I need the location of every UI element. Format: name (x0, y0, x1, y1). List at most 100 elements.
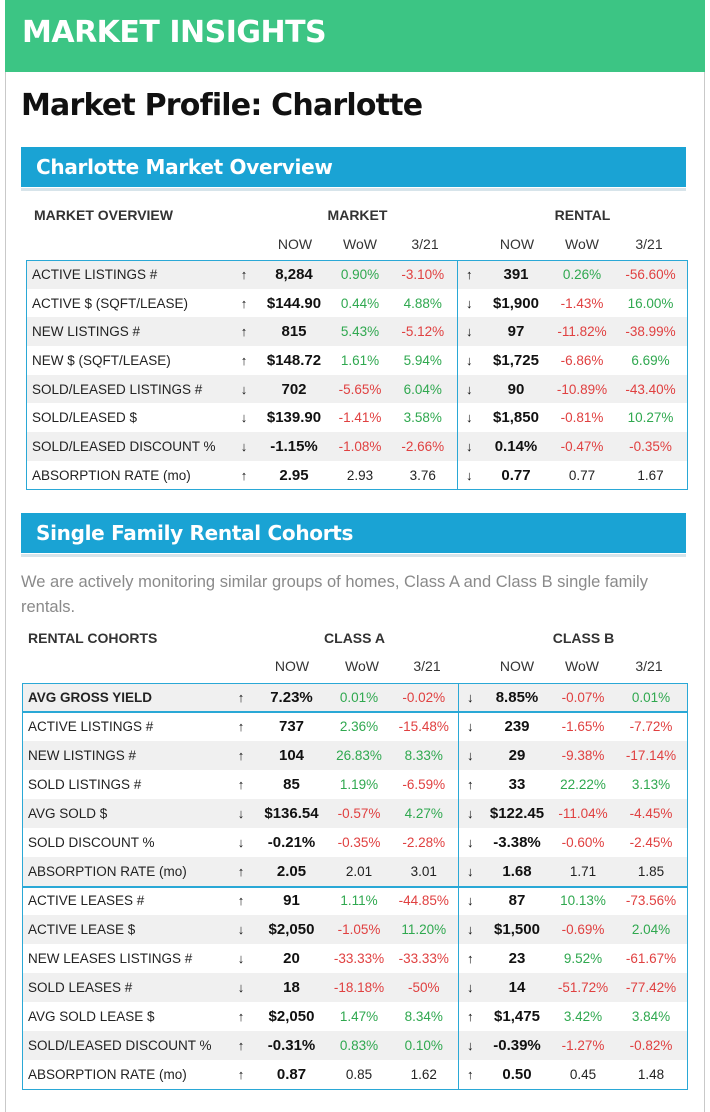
trend-arrow-icon: ↓ (457, 683, 482, 712)
value-wow: -1.27% (552, 1031, 614, 1060)
value-wow: -0.69% (552, 915, 614, 944)
trend-arrow-icon: ↑ (227, 857, 255, 886)
value-since-3-21: 1.85 (614, 857, 688, 886)
trend-arrow-icon: ↑ (237, 719, 245, 734)
overview-col-wow-a: WoW (343, 236, 377, 252)
table-row: SOLD/LEASED DISCOUNT % ↑ -0.31% 0.83% 0.10% ↓… (22, 1031, 688, 1060)
value-now: $122.45 (482, 799, 552, 828)
value-since-3-21: -56.60% (613, 260, 688, 289)
value-now: $2,050 (255, 915, 328, 944)
overview-group-rental: RENTAL (554, 207, 611, 223)
table-row: NEW LISTINGS # ↑ 815 5.43% -5.12% ↓ 97 -11.82% -… (26, 317, 688, 347)
value-wow: -10.89% (551, 374, 613, 404)
overview-col-now-a: NOW (277, 236, 313, 252)
value-now: 391 (481, 260, 551, 289)
value-wow: 0.83% (328, 1031, 390, 1060)
value-wow: -1.08% (331, 432, 389, 461)
value-now: 702 (257, 374, 331, 404)
value-since-3-21: -2.28% (402, 835, 446, 850)
value-wow: -11.82% (551, 317, 613, 347)
value-now: 91 (283, 892, 300, 909)
value-since-3-21: -5.12% (389, 317, 457, 347)
value-now: -1.15% (257, 432, 331, 461)
trend-arrow-icon: ↑ (231, 317, 257, 347)
value-now: 97 (481, 317, 551, 347)
overview-table-title: MARKET OVERVIEW (34, 207, 173, 223)
value-wow: -0.47% (551, 432, 613, 461)
trend-arrow-icon: ↑ (457, 770, 482, 799)
row-label: SOLD LISTINGS # (28, 777, 142, 792)
value-now: $1,725 (493, 351, 539, 369)
table-row: ABSORPTION RATE (mo) ↑ 2.95 2.93 3.76 ↓ 0.77 0.… (26, 460, 688, 490)
trend-arrow-icon: ↑ (457, 1002, 482, 1031)
trend-arrow-icon: ↑ (237, 893, 245, 908)
value-now: 7.23% (255, 683, 328, 712)
overview-col-321-a: 3/21 (411, 236, 439, 252)
table-row: NEW LEASES LISTINGS # ↓ 20 -33.33% -33.33% ↑ 2… (22, 944, 688, 973)
trend-arrow-icon: ↓ (457, 915, 482, 944)
value-since-3-21: 0.10% (390, 1031, 458, 1060)
row-label: AVG GROSS YIELD (22, 683, 227, 712)
cohorts-intro: We are actively monitoring similar group… (21, 573, 648, 616)
value-since-3-21: 11.20% (390, 915, 458, 944)
value-now: $136.54 (255, 799, 328, 828)
row-label: ACTIVE LEASE $ (22, 915, 227, 944)
value-since-3-21: 5.94% (403, 352, 442, 368)
table-row: NEW $ (SQFT/LEASE) ↑ $148.72 1.61% 5.94% ↓ $1,… (26, 346, 688, 375)
trend-arrow-icon: ↓ (227, 799, 255, 828)
value-since-3-21: 16.00% (627, 295, 674, 311)
table-row: AVG SOLD $ ↓ $136.54 -0.57% 4.27% ↓ $122.45 -11… (22, 799, 688, 828)
value-wow: -0.60% (561, 835, 605, 850)
value-since-3-21: -3.10% (389, 260, 457, 289)
value-since-3-21: 3.13% (631, 777, 671, 792)
value-wow: -9.38% (552, 741, 614, 770)
trend-arrow-icon: ↓ (457, 741, 482, 770)
value-wow: 1.61% (340, 352, 380, 368)
trend-arrow-icon: ↓ (456, 374, 481, 404)
cohorts-table: AVG GROSS YIELD ↑ 7.23% 0.01% -0.02% ↓ 8.85% -0… (22, 683, 688, 1089)
value-since-3-21: 1.67 (637, 467, 664, 483)
trend-arrow-icon: ↑ (227, 741, 255, 770)
value-since-3-21: -0.35% (613, 432, 688, 461)
value-now: 104 (255, 741, 328, 770)
value-wow: 0.85 (345, 1067, 373, 1082)
value-now: $1,900 (493, 294, 539, 312)
value-wow: 1.11% (340, 893, 378, 908)
value-now: 0.50 (502, 1066, 532, 1083)
trend-arrow-icon: ↑ (237, 1067, 245, 1082)
value-since-3-21: 3.58% (403, 410, 442, 426)
value-since-3-21: 2.04% (614, 915, 688, 944)
value-since-3-21: 10.27% (627, 410, 674, 426)
row-label: ACTIVE $ (SQFT/LEASE) (32, 295, 189, 311)
value-since-3-21: -2.45% (629, 835, 673, 850)
row-label: SOLD/LEASED $ (32, 410, 138, 426)
value-wow: 0.90% (331, 260, 389, 289)
trend-arrow-icon: ↑ (237, 777, 245, 792)
cohorts-table-title: RENTAL COHORTS (28, 630, 158, 646)
table-row: AVG GROSS YIELD ↑ 7.23% 0.01% -0.02% ↓ 8.85% -0… (22, 683, 688, 712)
table-row: ACTIVE LISTINGS # ↑ 737 2.36% -15.48% ↓ 239 -1.… (22, 712, 688, 741)
value-now: 0.14% (481, 432, 551, 461)
value-now: 737 (278, 718, 305, 735)
value-wow: -0.35% (337, 835, 381, 850)
trend-arrow-icon: ↓ (457, 799, 482, 828)
trend-arrow-icon: ↓ (231, 374, 257, 404)
cohorts-col-321-b: 3/21 (635, 658, 663, 674)
row-label: ACTIVE LISTINGS # (26, 260, 231, 289)
value-since-3-21: 4.88% (403, 295, 442, 311)
value-since-3-21: 4.27% (390, 799, 458, 828)
cohorts-col-now-b: NOW (499, 658, 535, 674)
table-row: ACTIVE $ (SQFT/LEASE) ↑ $144.90 0.44% 4.88% ↓… (26, 288, 688, 318)
value-since-3-21: -61.67% (625, 951, 677, 966)
value-wow: 1.47% (339, 1009, 379, 1024)
row-label: SOLD DISCOUNT % (28, 835, 155, 850)
overview-table: ACTIVE LISTINGS # ↑ 8,284 0.90% -3.10% ↑ 391 0.… (26, 260, 688, 490)
trend-arrow-icon: ↑ (240, 295, 248, 311)
cohorts-group-class-a: CLASS A (324, 630, 385, 646)
value-wow: -0.07% (552, 683, 614, 712)
overview-group-market: MARKET (327, 207, 388, 223)
value-since-3-21: -77.42% (614, 973, 688, 1002)
row-label: SOLD LEASES # (22, 973, 227, 1002)
value-since-3-21: -15.48% (398, 719, 449, 734)
table-row: ACTIVE LEASES # ↑ 91 1.11% -44.85% ↓ 87 10.13% -… (22, 886, 688, 915)
